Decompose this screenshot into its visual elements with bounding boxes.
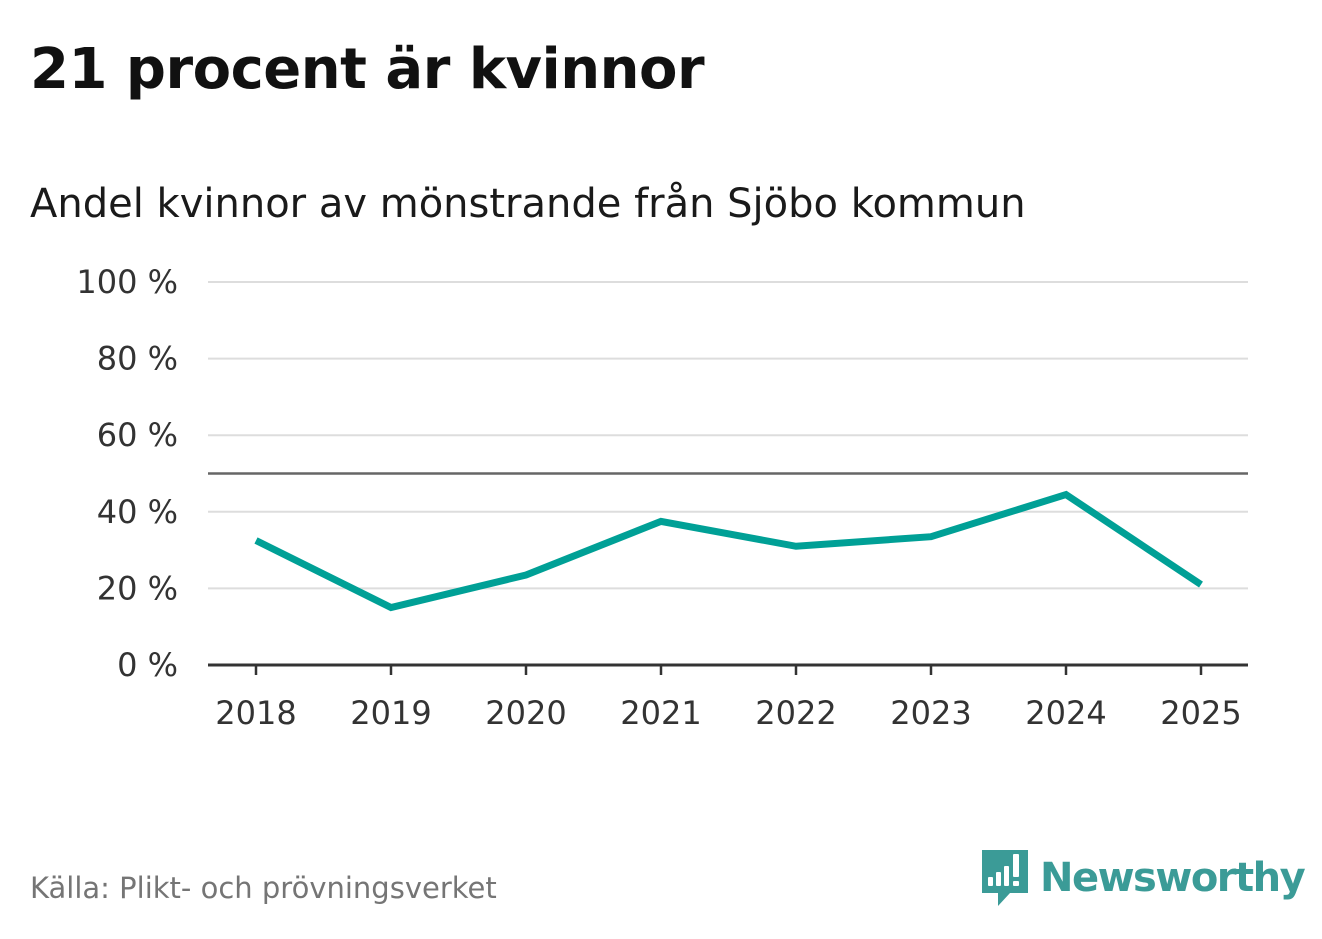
y-tick-label: 0 % (117, 646, 178, 684)
x-tick-label: 2024 (1025, 694, 1106, 732)
y-tick-label: 40 % (97, 493, 178, 531)
chart-title: 21 procent är kvinnor (30, 37, 705, 102)
x-tick-label: 2025 (1160, 694, 1241, 732)
logo-text: Newsworthy (1040, 855, 1306, 901)
x-tick-label: 2018 (215, 694, 296, 732)
y-tick-label: 100 % (76, 263, 178, 301)
y-tick-label: 80 % (97, 340, 178, 378)
x-tick-label: 2019 (350, 694, 431, 732)
chart-subtitle: Andel kvinnor av mönstrande från Sjöbo k… (30, 181, 1026, 227)
y-tick-label: 60 % (97, 416, 178, 454)
source-note: Källa: Plikt- och prövningsverket (30, 871, 497, 905)
x-tick-label: 2023 (890, 694, 971, 732)
newsworthy-logo: Newsworthy (980, 848, 1306, 908)
bar-chart-speech-bubble-icon (982, 850, 1028, 906)
series-line (254, 490, 1203, 612)
y-tick-label: 20 % (97, 569, 178, 607)
x-tick-label: 2021 (620, 694, 701, 732)
x-tick-label: 2020 (485, 694, 566, 732)
x-tick-label: 2022 (755, 694, 836, 732)
